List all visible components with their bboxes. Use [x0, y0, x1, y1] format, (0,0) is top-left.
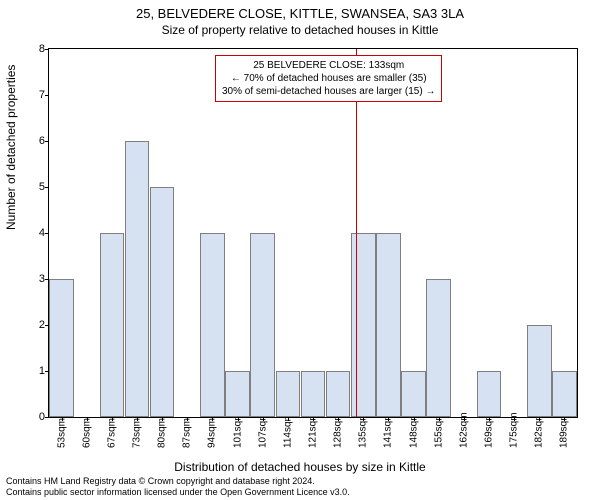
plot-area: 01234567853sqm60sqm67sqm73sqm80sqm87sqm9… [48, 48, 578, 418]
histogram-bar [150, 187, 175, 417]
y-tick-label: 2 [23, 319, 45, 331]
x-tick-label: 60sqm [81, 418, 92, 448]
y-tick-mark [45, 417, 49, 418]
x-tick-label: 182sqm [534, 412, 545, 448]
x-tick-label: 175sqm [509, 412, 520, 448]
histogram-bar [376, 233, 401, 417]
x-tick-label: 141sqm [383, 412, 394, 448]
histogram-bar [326, 371, 351, 417]
histogram-bar [477, 371, 502, 417]
footer-line2: Contains public sector information licen… [6, 487, 350, 498]
histogram-bar [250, 233, 275, 417]
histogram-bar [276, 371, 301, 417]
x-tick-label: 148sqm [408, 412, 419, 448]
y-tick-label: 6 [23, 135, 45, 147]
histogram-bar [49, 279, 74, 417]
histogram-bar [301, 371, 326, 417]
x-tick-label: 53sqm [56, 418, 67, 448]
annotation-box: 25 BELVEDERE CLOSE: 133sqm← 70% of detac… [215, 55, 442, 102]
histogram-bar [426, 279, 451, 417]
x-tick-label: 162sqm [458, 412, 469, 448]
histogram-bar [100, 233, 125, 417]
x-tick-label: 114sqm [282, 413, 293, 448]
histogram-bar [125, 141, 150, 417]
x-tick-label: 135sqm [358, 412, 369, 448]
footer-text: Contains HM Land Registry data © Crown c… [6, 476, 350, 498]
y-tick-label: 4 [23, 227, 45, 239]
y-tick-label: 1 [23, 365, 45, 377]
y-tick-mark [45, 95, 49, 96]
x-tick-label: 87sqm [182, 418, 193, 448]
highlight-line [356, 49, 357, 417]
x-tick-label: 128sqm [333, 412, 344, 448]
x-tick-label: 169sqm [484, 412, 495, 448]
x-tick-label: 189sqm [559, 412, 570, 448]
x-tick-label: 94sqm [207, 418, 218, 448]
histogram-bar [552, 371, 577, 417]
y-tick-mark [45, 187, 49, 188]
histogram-bar [225, 371, 250, 417]
y-tick-label: 0 [23, 411, 45, 423]
y-axis-label: Number of detached properties [4, 65, 18, 230]
y-tick-label: 3 [23, 273, 45, 285]
annotation-line: 30% of semi-detached houses are larger (… [222, 85, 435, 98]
histogram-bar [200, 233, 225, 417]
y-tick-label: 8 [23, 43, 45, 55]
x-tick-label: 67sqm [106, 418, 117, 448]
y-tick-mark [45, 141, 49, 142]
y-tick-label: 7 [23, 89, 45, 101]
x-tick-label: 101sqm [232, 412, 243, 448]
chart-subtitle: Size of property relative to detached ho… [0, 21, 600, 37]
x-tick-label: 155sqm [433, 412, 444, 448]
histogram-bar [401, 371, 426, 417]
y-tick-label: 5 [23, 181, 45, 193]
histogram-bar [351, 233, 376, 417]
histogram-bar [527, 325, 552, 417]
annotation-line: ← 70% of detached houses are smaller (35… [222, 72, 435, 85]
x-tick-label: 80sqm [157, 418, 168, 448]
x-tick-label: 107sqm [257, 412, 268, 448]
y-tick-mark [45, 233, 49, 234]
chart-container: 25, BELVEDERE CLOSE, KITTLE, SWANSEA, SA… [0, 0, 600, 500]
x-tick-label: 73sqm [132, 418, 143, 448]
y-tick-mark [45, 49, 49, 50]
x-tick-label: 121sqm [308, 412, 319, 448]
annotation-line: 25 BELVEDERE CLOSE: 133sqm [222, 59, 435, 72]
footer-line1: Contains HM Land Registry data © Crown c… [6, 476, 350, 487]
x-axis-label: Distribution of detached houses by size … [0, 460, 600, 474]
chart-title: 25, BELVEDERE CLOSE, KITTLE, SWANSEA, SA… [0, 0, 600, 21]
